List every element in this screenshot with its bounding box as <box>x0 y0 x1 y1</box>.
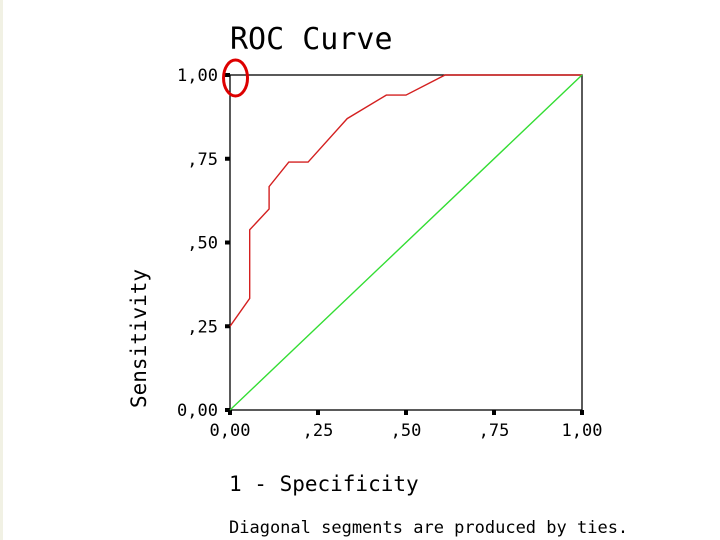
x-tick-mark <box>404 410 408 415</box>
y-tick-label: 1,00 <box>177 66 218 86</box>
x-tick-mark <box>228 410 232 415</box>
series-line-reference-line <box>229 74 583 411</box>
y-tick-label: ,50 <box>187 234 218 254</box>
footnote: Diagonal segments are produced by ties. <box>229 518 628 538</box>
highlight-ellipse <box>222 58 250 98</box>
plot-area: 0,00 ,25 ,50 ,75 1,00 0,00 ,25 ,50 ,75 1,00 <box>177 58 603 441</box>
x-tick-label: ,50 <box>391 421 422 441</box>
y-axis-label: Sensitivity <box>127 269 151 408</box>
x-tick-label: ,75 <box>479 421 510 441</box>
y-tick-label: 0,00 <box>177 401 218 421</box>
y-tick-mark <box>225 156 230 161</box>
x-tick-label: ,25 <box>303 421 334 441</box>
left-edge-strip <box>0 0 3 540</box>
y-tick-mark <box>225 240 230 245</box>
x-tick-mark <box>492 410 496 415</box>
series-line-roc <box>229 74 582 327</box>
y-tick-mark <box>225 73 230 77</box>
y-tick-mark <box>225 324 230 329</box>
x-tick-label: 1,00 <box>562 421 603 441</box>
y-tick-mark <box>225 408 230 412</box>
x-tick-label: 0,00 <box>210 421 251 441</box>
x-tick-mark <box>316 410 320 415</box>
x-axis-label: 1 - Specificity <box>229 472 419 496</box>
x-tick-mark <box>580 410 584 415</box>
y-tick-label: ,75 <box>187 150 218 170</box>
y-tick-label: ,25 <box>187 317 218 337</box>
chart-title: ROC Curve <box>230 22 393 57</box>
